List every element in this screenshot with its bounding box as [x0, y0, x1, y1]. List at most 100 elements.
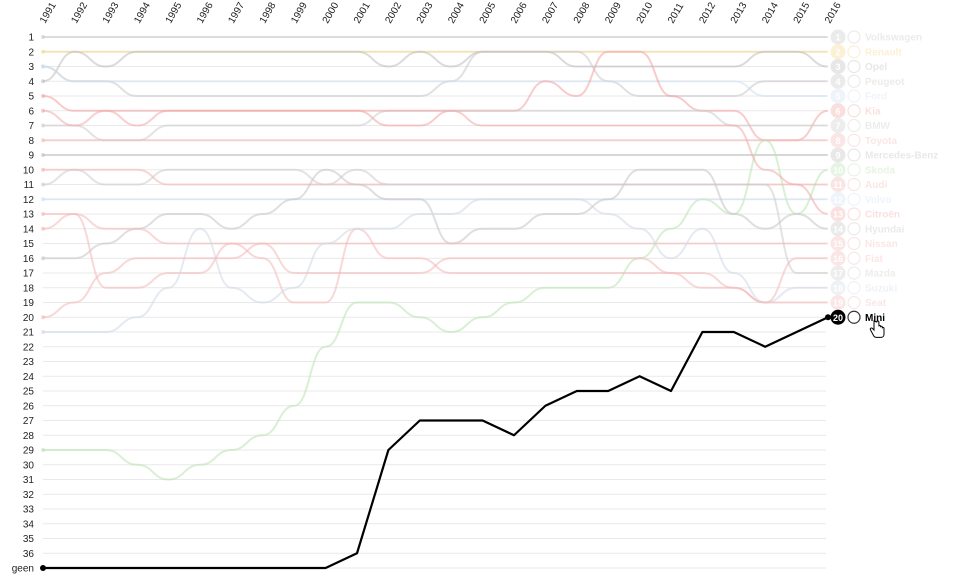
brand-logo-icon — [847, 207, 861, 221]
legend[interactable]: 1 Volkswagen 2 Renault 3 Opel 4 Peugeot 5 Ford 6 Ki… — [830, 29, 939, 325]
rank-badge — [830, 162, 846, 178]
series-line[interactable] — [43, 213, 828, 304]
legend-item[interactable]: 6 Kia — [830, 103, 882, 119]
series-line[interactable] — [43, 198, 828, 333]
hand-cursor-icon — [869, 320, 885, 338]
series-start-dot — [41, 448, 45, 452]
brand-logo-icon — [847, 45, 861, 59]
rank-badge-label: 17 — [833, 269, 843, 279]
rank-badge — [830, 118, 846, 133]
legend-item[interactable]: 1 Volkswagen — [830, 29, 923, 45]
rank-tick-label: 31 — [23, 475, 35, 486]
year-tick-label: 2012 — [697, 0, 718, 25]
series-line[interactable] — [42, 50, 828, 97]
rank-badge-label: 16 — [833, 254, 843, 264]
rank-badge — [830, 295, 846, 310]
rank-tick-label: 32 — [23, 490, 35, 501]
legend-item[interactable]: 16 Fiat — [830, 250, 884, 266]
rank-tick-label: 3 — [28, 62, 34, 73]
series-start-dot — [41, 153, 45, 157]
rank-badge-label: 5 — [835, 92, 840, 102]
rank-tick-label: 12 — [23, 195, 35, 206]
rank-tick-label: 4 — [28, 77, 34, 88]
highlighted-series[interactable] — [40, 314, 831, 571]
series-line[interactable] — [42, 242, 829, 319]
brand-logo-icon — [847, 192, 861, 206]
brand-logo-icon — [847, 236, 861, 251]
year-tick-label: 1992 — [69, 0, 90, 25]
legend-item[interactable]: 19 Seat — [830, 295, 887, 310]
legend-item[interactable]: 8 Toyota — [830, 132, 898, 148]
year-tick-label: 2009 — [603, 0, 624, 25]
rank-tick-label: 20 — [23, 313, 35, 324]
series-start-dot — [41, 167, 45, 172]
rank-tick-label: 24 — [23, 372, 35, 383]
legend-item[interactable]: 3 Opel — [830, 59, 888, 74]
rank-tick-label: 8 — [28, 136, 34, 147]
brand-logo-icon — [847, 310, 861, 324]
series-start-dot — [41, 182, 45, 187]
legend-item[interactable]: 17 Mazda — [830, 265, 897, 281]
rank-badge-label: 12 — [833, 195, 843, 205]
highlighted-end-dot — [825, 314, 831, 321]
rank-badge-label: 13 — [833, 210, 843, 220]
rank-badge — [830, 265, 846, 281]
legend-label: Mercedes-Benz — [865, 151, 938, 162]
rank-tick-label: 17 — [23, 269, 35, 280]
series-line[interactable] — [42, 50, 829, 83]
legend-item[interactable]: 18 Suzuki — [830, 280, 898, 296]
rank-badge — [830, 250, 846, 266]
legend-item[interactable]: 9 Mercedes-Benz — [830, 147, 939, 163]
gridlines — [43, 36, 826, 569]
legend-item[interactable]: 7 BMW — [830, 118, 891, 133]
rank-badge-label: 11 — [833, 180, 843, 190]
legend-item[interactable]: 12 Volvo — [830, 191, 892, 207]
series-line[interactable] — [42, 109, 829, 215]
legend-item[interactable]: 2 Renault — [830, 44, 903, 60]
highlighted-series-line[interactable] — [43, 316, 829, 570]
series-line[interactable] — [42, 65, 828, 97]
rank-tick-label: 13 — [23, 210, 35, 221]
rank-tick-label: 28 — [23, 431, 35, 442]
legend-item[interactable]: 15 Nissan — [830, 236, 898, 251]
year-tick-label: 2004 — [446, 0, 467, 25]
rank-badge — [830, 73, 846, 89]
legend-item[interactable]: 5 Ford — [830, 88, 888, 104]
rank-badge-label: 8 — [835, 136, 840, 146]
series-line[interactable] — [42, 168, 828, 274]
legend-item[interactable]: 11 Audi — [830, 177, 888, 192]
rank-badge-label: 3 — [835, 62, 840, 72]
year-tick-label: 1999 — [289, 0, 310, 25]
rank-tick-label: 30 — [23, 460, 35, 471]
legend-item-highlighted[interactable]: 20 Mini — [830, 309, 886, 325]
rank-tick-label: 6 — [28, 106, 34, 117]
legend-item[interactable]: 14 Hyundai — [830, 221, 905, 237]
rank-badge-label: 4 — [835, 77, 840, 87]
series-line[interactable] — [42, 212, 829, 245]
rank-tick-label: 9 — [28, 151, 34, 162]
rank-tick-label: 35 — [23, 534, 35, 545]
rank-tick-label: 15 — [23, 239, 35, 250]
rank-badge — [830, 29, 846, 45]
year-tick-label: 2006 — [509, 0, 530, 25]
rank-tick-label: 34 — [23, 519, 35, 530]
legend-label: Suzuki — [865, 283, 897, 294]
brand-logo-icon — [847, 148, 861, 162]
legend-item[interactable]: 10 Skoda — [830, 162, 896, 178]
rank-tick-label: 5 — [28, 92, 34, 103]
series-lines[interactable] — [41, 35, 829, 481]
brand-logo-icon — [847, 251, 861, 265]
legend-item[interactable]: 4 Peugeot — [830, 73, 906, 89]
series-line[interactable] — [42, 139, 829, 481]
rank-tick-label: 21 — [23, 328, 35, 339]
legend-item[interactable]: 13 Citroën — [830, 206, 901, 222]
rank-badge — [830, 309, 846, 325]
series-start-dot — [41, 94, 45, 98]
legend-label: Peugeot — [865, 77, 905, 88]
brand-logo-icon — [847, 59, 861, 74]
legend-label: Audi — [865, 180, 887, 191]
series-line[interactable] — [42, 168, 829, 260]
rank-tick-label: 36 — [23, 549, 35, 560]
rank-tick-label: 25 — [23, 387, 35, 398]
